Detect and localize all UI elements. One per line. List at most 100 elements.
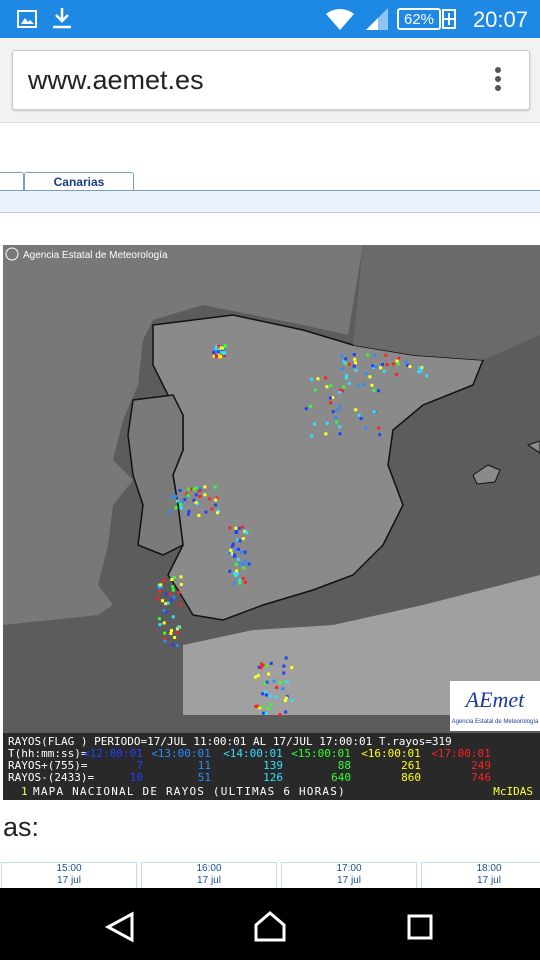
strike	[236, 547, 240, 551]
strike	[359, 416, 363, 420]
strike	[210, 507, 214, 511]
strike	[310, 434, 314, 438]
strike	[352, 364, 356, 368]
image-icon	[17, 10, 37, 28]
strike	[228, 569, 232, 573]
legend-negative: 860	[401, 771, 421, 784]
strike	[313, 422, 317, 426]
strike	[172, 595, 176, 599]
strike	[344, 374, 348, 378]
strike	[284, 656, 288, 660]
strike	[234, 531, 238, 535]
strike	[161, 599, 165, 603]
strike	[340, 354, 344, 358]
tab[interactable]	[0, 172, 24, 191]
strike	[406, 363, 410, 367]
strike	[354, 408, 358, 412]
strike	[198, 486, 202, 490]
hour-time: 17:00	[336, 863, 362, 874]
strike	[290, 699, 294, 703]
legend-positive: 139	[263, 759, 283, 772]
hour-date: 17 jul	[197, 875, 221, 886]
strike	[241, 537, 245, 541]
strike	[340, 389, 344, 393]
strike	[187, 509, 191, 513]
strike	[283, 699, 287, 703]
strike	[213, 349, 217, 353]
strike	[379, 366, 383, 370]
strike	[269, 661, 273, 665]
strike	[234, 526, 238, 530]
url-bar[interactable]: www.aemet.es	[12, 50, 530, 110]
hour-time: 18:00	[476, 863, 502, 874]
back-button[interactable]	[104, 911, 134, 943]
strike	[178, 603, 182, 607]
strike	[353, 357, 357, 361]
strike	[241, 577, 245, 581]
strike	[263, 681, 267, 685]
hour-date: 17 jul	[57, 875, 81, 886]
tab-band	[0, 190, 540, 213]
strike	[220, 354, 224, 358]
strike	[171, 585, 175, 589]
strike	[342, 359, 346, 363]
hour-date: 17 jul	[337, 875, 361, 886]
strike	[343, 361, 347, 365]
strike	[278, 713, 282, 717]
hour-date: 17 jul	[477, 875, 501, 886]
strike	[335, 420, 339, 424]
menu-button[interactable]	[488, 66, 508, 96]
hour-cell[interactable]: 17:00 17 jul	[281, 862, 417, 888]
strike	[368, 375, 372, 379]
strike	[244, 530, 248, 534]
strike	[170, 578, 174, 582]
strike	[162, 579, 166, 583]
strike	[169, 632, 173, 636]
strike	[259, 666, 263, 670]
legend-negative: 640	[331, 771, 351, 784]
strike	[256, 674, 260, 678]
strike	[325, 385, 329, 389]
map-header: RAYOS(FLAG ) PERIODO=17/JUL 11:00:01 AL …	[8, 735, 452, 748]
section-text: as:	[3, 812, 40, 842]
strike	[263, 690, 267, 694]
strike	[214, 346, 218, 350]
home-button[interactable]	[254, 911, 286, 942]
copyright-icon	[5, 247, 19, 261]
hour-cell[interactable]: 16:00 17 jul	[141, 862, 277, 888]
legend-time: <12:00:01	[83, 747, 143, 760]
strike	[208, 497, 212, 501]
strike	[377, 389, 381, 393]
legend-positive: 88	[338, 759, 351, 772]
strike	[180, 500, 184, 504]
logo-subtitle: Agencia Estatal de Meteorología	[452, 719, 539, 725]
strike	[232, 581, 236, 585]
strike	[256, 704, 260, 708]
strike	[163, 639, 167, 643]
strike	[381, 362, 385, 366]
lightning-strikes	[156, 344, 429, 717]
strike	[419, 369, 423, 373]
hour-cell[interactable]: 18:00 17 jul	[421, 862, 540, 888]
recents-button[interactable]	[407, 914, 433, 940]
strike	[222, 354, 226, 358]
legend-time: <13:00:01	[151, 747, 211, 760]
strike	[278, 680, 282, 684]
image-icon-inner	[21, 18, 34, 24]
strike	[262, 711, 266, 715]
strike	[324, 376, 328, 380]
navigation-bar	[0, 888, 540, 960]
hour-cell[interactable]: 15:00 17 jul	[1, 862, 137, 888]
nav-icons	[104, 911, 433, 943]
strike	[243, 550, 247, 554]
strike	[170, 597, 174, 601]
strike	[265, 680, 269, 684]
strike	[357, 413, 361, 417]
strike	[370, 383, 374, 387]
strike	[164, 592, 168, 596]
tab[interactable]: Canarias	[24, 172, 134, 191]
island	[526, 440, 540, 454]
strike	[176, 627, 180, 631]
lightning-map: Agencia Estatal de Meteorología AEmet Ag…	[3, 245, 540, 800]
